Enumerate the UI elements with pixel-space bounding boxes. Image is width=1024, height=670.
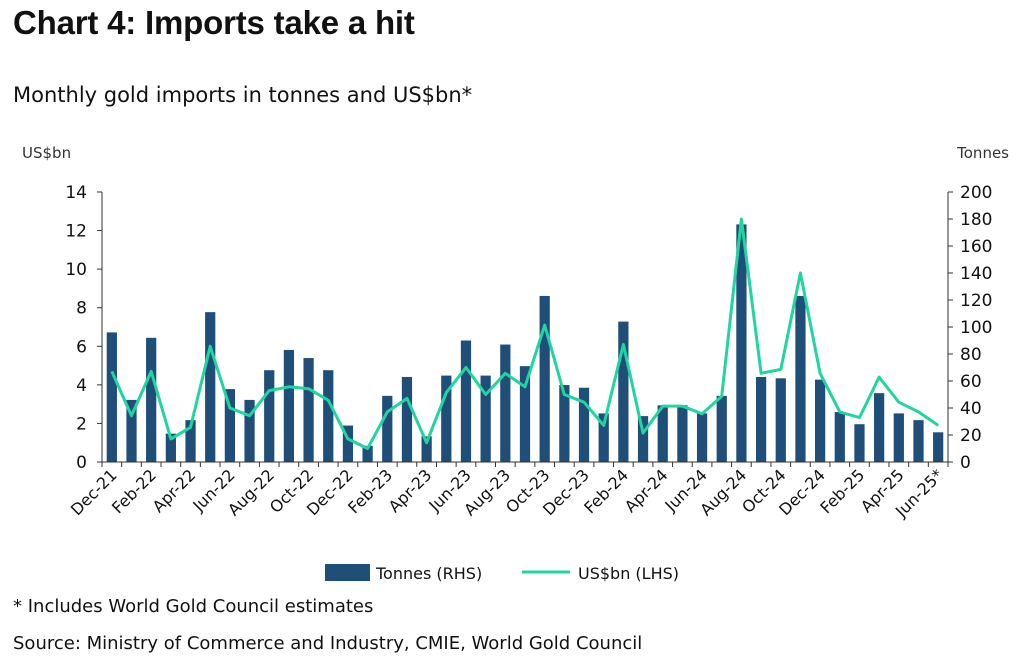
source-note: Source: Ministry of Commerce and Industr… <box>13 633 643 654</box>
bar <box>146 337 157 462</box>
x-tick-label: Feb-23 <box>344 465 396 517</box>
bar <box>342 425 354 462</box>
bar <box>539 295 550 462</box>
bar <box>755 376 767 462</box>
legend-label-tonnes: Tonnes (RHS) <box>375 564 482 583</box>
bar <box>854 424 865 462</box>
bar <box>205 312 216 462</box>
right-axis-unit: Tonnes <box>956 144 1009 162</box>
right-tick-label: 100 <box>960 318 992 338</box>
bar <box>362 445 373 462</box>
bar <box>657 405 668 462</box>
chart: US$bn Tonnes02468101214020406080100120140… <box>22 144 1009 583</box>
chart-subtitle: Monthly gold imports in tonnes and US$bn… <box>13 83 473 107</box>
right-tick-label: 180 <box>960 210 992 230</box>
bar <box>323 370 334 462</box>
bar <box>460 340 472 462</box>
left-tick-label: 0 <box>76 453 87 473</box>
bar <box>834 412 845 462</box>
bar <box>283 349 295 462</box>
bar <box>677 405 688 462</box>
left-tick-label: 2 <box>76 414 87 434</box>
bar <box>106 332 117 462</box>
bar <box>578 387 590 462</box>
bar <box>795 295 806 462</box>
footnote: * Includes World Gold Council estimates <box>13 596 374 617</box>
bar <box>893 413 904 462</box>
bar <box>421 436 432 462</box>
right-tick-label: 200 <box>960 183 992 203</box>
right-tick-label: 40 <box>960 399 982 419</box>
bar <box>126 399 137 462</box>
bar <box>637 416 649 462</box>
x-tick-label: Feb-22 <box>108 465 160 517</box>
left-tick-label: 10 <box>65 260 87 280</box>
x-tick-label: Apr-22 <box>149 465 200 516</box>
left-tick-label: 14 <box>65 183 87 203</box>
bar <box>500 344 511 462</box>
bar <box>401 376 413 462</box>
x-tick-label: Feb-24 <box>580 465 632 517</box>
right-tick-label: 20 <box>960 426 982 446</box>
left-tick-label: 12 <box>65 222 87 242</box>
bar <box>716 395 727 462</box>
bar <box>441 375 452 462</box>
legend-label-usd: US$bn (LHS) <box>578 564 679 583</box>
right-tick-label: 0 <box>960 453 971 473</box>
bar <box>618 321 629 462</box>
right-tick-label: 120 <box>960 291 992 311</box>
x-tick-label: Feb-25 <box>816 465 868 517</box>
left-tick-label: 4 <box>76 376 87 396</box>
bar <box>933 432 944 462</box>
bar <box>559 385 570 462</box>
series-line-usd <box>110 217 940 450</box>
right-tick-label: 140 <box>960 264 992 284</box>
x-tick-label: Apr-23 <box>385 465 436 516</box>
bar <box>736 224 747 462</box>
left-tick-label: 6 <box>76 337 87 357</box>
bar <box>244 399 255 462</box>
bar <box>696 413 708 462</box>
bar <box>598 413 609 462</box>
bar <box>775 378 786 462</box>
bar <box>165 433 176 462</box>
bar <box>264 370 275 462</box>
right-tick-label: 160 <box>960 237 992 257</box>
bar <box>913 420 924 462</box>
right-tick-label: 60 <box>960 372 982 392</box>
legend-swatch-tonnes <box>325 564 370 581</box>
bar <box>519 366 531 462</box>
bar <box>815 379 826 462</box>
page-title: Chart 4: Imports take a hit <box>13 4 415 41</box>
x-tick-label: Dec-21 <box>67 465 121 519</box>
x-tick-label: Apr-24 <box>621 465 672 516</box>
bar <box>382 395 393 462</box>
bar <box>224 389 235 462</box>
left-axis-unit: US$bn <box>22 144 71 162</box>
bar <box>874 393 885 462</box>
bar <box>480 375 491 462</box>
bar <box>303 358 314 462</box>
left-tick-label: 8 <box>76 299 87 319</box>
bar <box>185 420 196 462</box>
right-tick-label: 80 <box>960 345 982 365</box>
